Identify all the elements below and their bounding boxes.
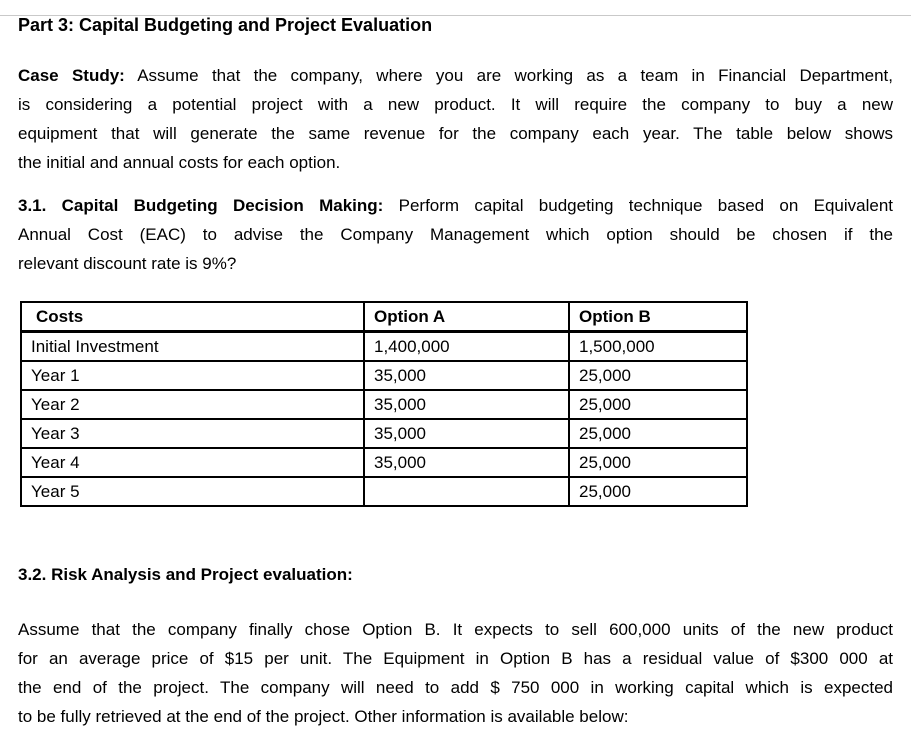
- cell-label: Year 3: [20, 418, 365, 449]
- cell-label: Year 4: [20, 447, 365, 478]
- cell-option-a: 35,000: [363, 447, 570, 478]
- case-study-line-2: is considering a potential project with …: [18, 95, 893, 114]
- cell-option-b: 25,000: [568, 389, 748, 420]
- section-3-2-line-1: Assume that the company finally chose Op…: [18, 620, 893, 639]
- costs-table-header-costs: Costs: [20, 301, 365, 333]
- cell-option-b: 25,000: [568, 418, 748, 449]
- case-study-line-4: the initial and annual costs for each op…: [18, 153, 341, 172]
- document-page: Part 3: Capital Budgeting and Project Ev…: [0, 12, 911, 731]
- table-row-year-4: Year 4 35,000 25,000: [20, 447, 748, 478]
- cell-option-a: 35,000: [363, 360, 570, 391]
- table-row-year-5: Year 5 25,000: [20, 476, 748, 507]
- section-3-2-line-4: to be fully retrieved at the end of the …: [18, 707, 629, 726]
- case-study-paragraph: Case Study: Assume that the company, whe…: [18, 61, 893, 177]
- cell-option-a: 1,400,000: [363, 330, 570, 362]
- costs-table-header-option-b: Option B: [568, 301, 748, 333]
- table-row-year-3: Year 3 35,000 25,000: [20, 418, 748, 449]
- cell-option-b: 25,000: [568, 447, 748, 478]
- costs-table: Costs Option A Option B Initial Investme…: [20, 301, 748, 507]
- page-title: Part 3: Capital Budgeting and Project Ev…: [18, 15, 433, 35]
- section-3-1-line-2: Annual Cost (EAC) to advise the Company …: [18, 225, 893, 244]
- costs-table-header-option-a: Option A: [363, 301, 570, 333]
- case-study-line-3: equipment that will generate the same re…: [18, 124, 893, 143]
- section-3-2-line-3: the end of the project. The company will…: [18, 678, 893, 697]
- table-row-year-1: Year 1 35,000 25,000: [20, 360, 748, 391]
- section-3-1-label: 3.1. Capital Budgeting Decision Making:: [18, 196, 384, 215]
- section-3-2-line-2: for an average price of $15 per unit. Th…: [18, 649, 893, 668]
- case-study-line-1: Case Study: Assume that the company, whe…: [18, 61, 893, 90]
- section-3-1-line-1-text: Perform capital budgeting technique base…: [383, 196, 893, 215]
- section-3-2-paragraph: Assume that the company finally chose Op…: [18, 615, 893, 731]
- page-top-edge-line: [0, 15, 911, 16]
- case-study-line-1-text: Assume that the company, where you are w…: [124, 66, 893, 85]
- cell-option-b: 1,500,000: [568, 330, 748, 362]
- cell-option-b: 25,000: [568, 360, 748, 391]
- cell-label: Year 2: [20, 389, 365, 420]
- table-row-year-2: Year 2 35,000 25,000: [20, 389, 748, 420]
- cell-label: Year 1: [20, 360, 365, 391]
- cell-label: Initial Investment: [20, 330, 365, 362]
- costs-table-header-row: Costs Option A Option B: [20, 301, 748, 333]
- cell-label: Year 5: [20, 476, 365, 507]
- cell-option-a: 35,000: [363, 418, 570, 449]
- table-row-initial-investment: Initial Investment 1,400,000 1,500,000: [20, 330, 748, 362]
- case-study-label: Case Study:: [18, 66, 125, 85]
- cell-option-a: [363, 476, 570, 507]
- section-3-1-paragraph: 3.1. Capital Budgeting Decision Making: …: [18, 191, 893, 278]
- cell-option-b: 25,000: [568, 476, 748, 507]
- section-3-1-line-1: 3.1. Capital Budgeting Decision Making: …: [18, 191, 893, 220]
- section-3-2-heading: 3.2. Risk Analysis and Project evaluatio…: [18, 565, 353, 584]
- cell-option-a: 35,000: [363, 389, 570, 420]
- section-3-1-line-3: relevant discount rate is 9%?: [18, 254, 237, 273]
